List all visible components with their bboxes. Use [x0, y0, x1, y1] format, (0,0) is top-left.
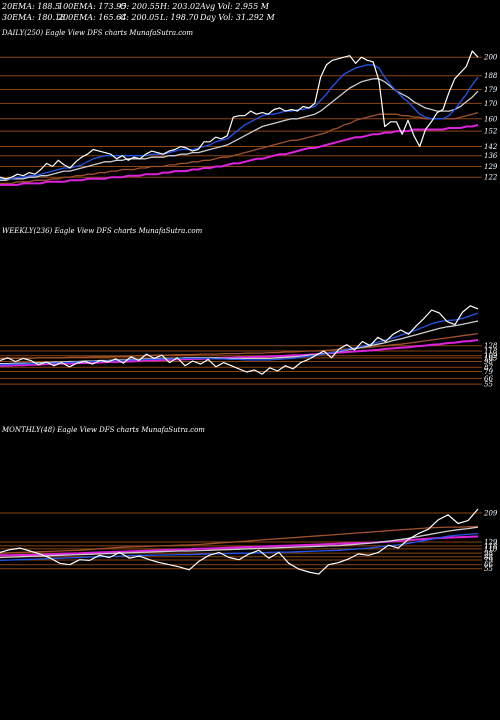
- daily-level-label-6: 142: [484, 143, 498, 151]
- monthly-series-4: [0, 535, 479, 557]
- monthly-series-2: [0, 526, 479, 559]
- weekly-level-label-0: 128: [484, 342, 498, 350]
- weekly-level-label-1: 118: [484, 347, 498, 355]
- weekly-series-3: [0, 332, 479, 360]
- daily-level-label-5: 152: [484, 128, 498, 136]
- weekly-level-label-5: 87: [484, 364, 493, 372]
- weekly-panel: WEEKLY(236) Eagle View DFS charts Munafa…: [0, 227, 498, 389]
- weekly-series-0: [0, 305, 479, 375]
- monthly-level-label-7: 66: [484, 561, 493, 569]
- monthly-panel: MONTHLY(48) Eagle View DFS charts Munafa…: [0, 426, 498, 575]
- daily-series-1: [0, 64, 479, 180]
- monthly-level-label-6: 79: [484, 557, 493, 565]
- stat-dayvol: Day Vol: 31.292 M: [199, 13, 275, 22]
- weekly-level-label-6: 79: [484, 368, 493, 376]
- stat-high: H: 203.02: [159, 2, 200, 11]
- monthly-level-label-4: 98: [484, 550, 493, 558]
- weekly-level-label-3: 105: [484, 354, 498, 362]
- monthly-level-label-5: 88: [484, 553, 493, 561]
- monthly-level-label-8: 55: [484, 565, 493, 573]
- stat-ema200: 200EMA: 165.64: [57, 13, 126, 22]
- daily-level-label-8: 129: [484, 163, 498, 171]
- weekly-level-label-7: 66: [484, 375, 493, 383]
- stat-ema30: 30EMA: 180.18: [2, 13, 65, 22]
- daily-level-label-4: 160: [484, 115, 498, 123]
- stat-avgvol: Avg Vol: 2.955 M: [199, 2, 270, 11]
- weekly-level-label-8: 55: [484, 381, 493, 389]
- weekly-level-label-4: 98: [484, 358, 493, 366]
- monthly-series-1: [0, 532, 479, 562]
- daily-panel-title: DAILY(250) Eagle View DFS charts MunafaS…: [1, 29, 193, 37]
- monthly-panel-title: MONTHLY(48) Eagle View DFS charts Munafa…: [1, 426, 205, 434]
- stat-ema100: 100EMA: 173.95: [58, 2, 126, 11]
- daily-series-4: [0, 123, 479, 186]
- daily-level-label-1: 188: [484, 72, 498, 80]
- daily-series-2: [0, 78, 479, 181]
- stat-low: L: 198.70: [159, 13, 199, 22]
- daily-level-label-0: 200: [483, 54, 498, 62]
- stats-header: 20EMA: 188.5 100EMA: 173.95 O: 200.55 H:…: [1, 2, 275, 22]
- monthly-series-0: [0, 508, 479, 575]
- daily-panel: DAILY(250) Eagle View DFS charts MunafaS…: [0, 29, 498, 186]
- daily-level-label-9: 122: [484, 174, 498, 182]
- stat-open: O: 200.55: [120, 2, 160, 11]
- daily-series-0: [0, 50, 479, 180]
- monthly-series-3: [0, 525, 479, 554]
- stat-close: C: 200.05: [120, 13, 159, 22]
- monthly-level-label-1: 129: [484, 538, 498, 546]
- weekly-level-label-2: 109: [484, 352, 498, 360]
- monthly-level-label-2: 118: [484, 542, 498, 550]
- stat-ema20: 20EMA: 188.5: [1, 2, 60, 11]
- daily-level-label-3: 170: [484, 100, 498, 108]
- daily-series-3: [0, 111, 479, 185]
- monthly-level-label-0: 209: [483, 510, 498, 518]
- weekly-series-2: [0, 320, 479, 365]
- daily-level-label-2: 179: [484, 86, 498, 94]
- daily-level-label-7: 136: [484, 152, 498, 160]
- monthly-level-label-3: 110: [484, 545, 498, 553]
- weekly-panel-title: WEEKLY(236) Eagle View DFS charts Munafa…: [2, 227, 203, 235]
